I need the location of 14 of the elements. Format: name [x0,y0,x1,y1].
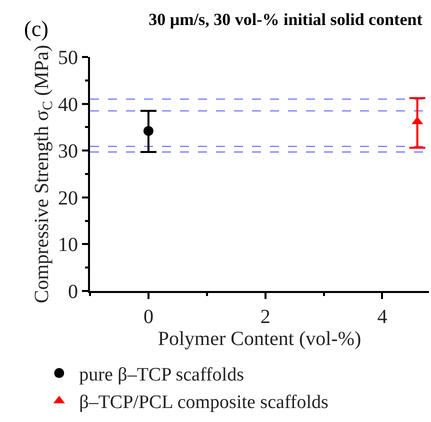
y-tick-label: 30 [58,140,78,163]
y-tick-label: 50 [58,47,78,69]
x-axis-title: Polymer Content (vol-%) [158,328,362,350]
x-tick-label: 2 [260,306,270,328]
text: (c) [24,16,48,41]
y-tick-label: 0 [68,281,78,303]
legend-label: pure β–TCP scaffolds [79,364,244,386]
legend-label: β–TCP/PCL composite scaffolds [79,392,328,414]
x-tick-label: 0 [143,306,154,328]
chart-title: 30 µm/s, 30 vol-% initial solid content [148,10,423,29]
y-tick-label: 40 [58,94,78,116]
x-tick-label: 4 [377,306,388,328]
y-tick-label: 20 [58,187,78,210]
y-tick-label: 10 [58,234,78,256]
